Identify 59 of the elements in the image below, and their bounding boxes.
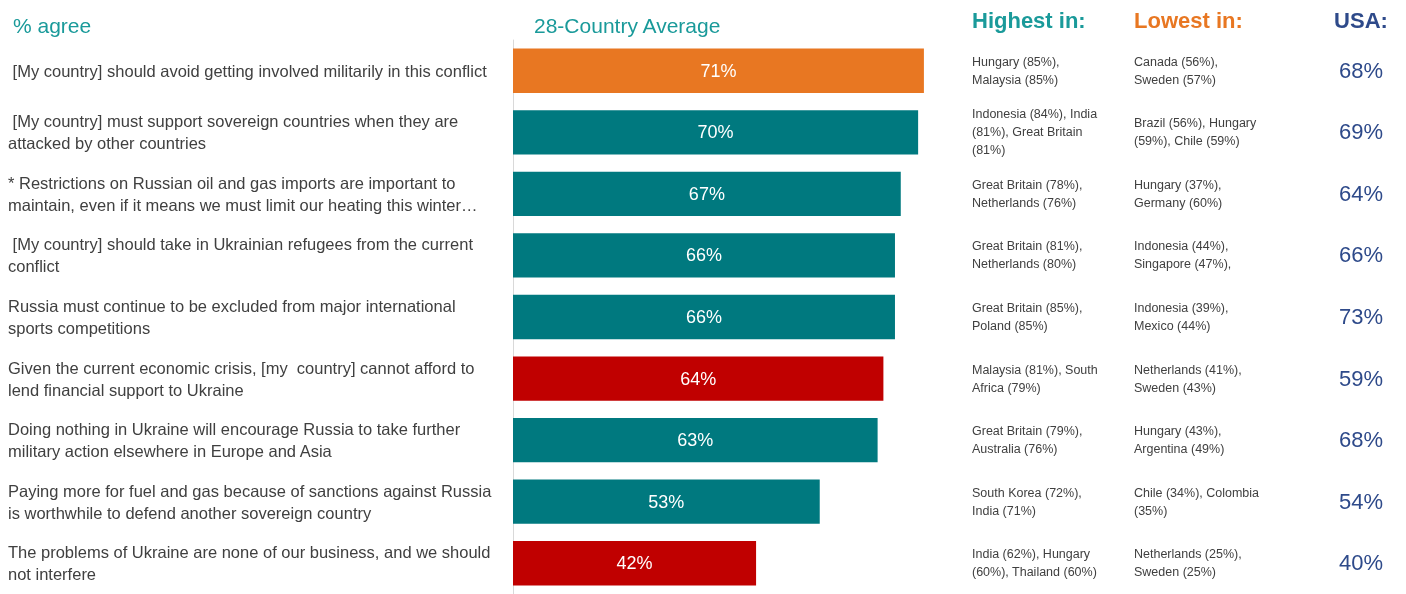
data-label: 67% [688,183,725,204]
text: 54% [1338,488,1384,515]
bar [513,171,901,217]
y-tick-label: Doing nothing in Ukraine will encourage Russia to take further military action elsewhere in Europe and Asia [8,420,465,461]
text: Indonesia (84%), India (81%), Great Britain (81%) [972,106,1099,160]
chart-title: 28-Country Average [534,14,721,37]
data-label: 42% [616,553,653,574]
text: 66% [1338,242,1384,269]
text: Highest in: [972,8,1087,34]
text: Hungary (37%), Germany (60%) [1134,176,1224,212]
y-tick-label: [My country] should take in Ukrainian refugees from the current conflict [8,235,478,276]
text: Indonesia (44%), Singapore (47%), [1134,238,1233,274]
data-label: 71% [700,60,737,81]
y-tick-label: * Restrictions on Russian oil and gas imports are important to maintain, even if it means we must limit our heating this winter… [8,173,478,214]
y-tick-label: Given the current economic crisis, [my country] cannot afford to lend financial support to Ukraine [8,358,480,399]
bar [513,233,895,278]
y-tick-label: Paying more for fuel and gas because of sanctions against Russia is worthwhile to defend another sovereign country [8,481,496,522]
text: Netherlands (25%), Sweden (25%) [1134,546,1243,582]
text: Canada (56%), Sweden (57%) [1134,53,1220,89]
text: USA: [1333,8,1389,34]
text: Brazil (56%), Hungary (59%), Chile (59%) [1134,115,1258,151]
data-label: 70% [697,122,734,143]
text: Malaysia (81%), South Africa (79%) [972,361,1099,397]
text: 59% [1338,365,1384,392]
text: Chile (34%), Colombia (35%) [1134,484,1261,520]
text: 40% [1338,550,1384,577]
data-label: 53% [648,491,685,512]
bar [513,294,895,340]
y-tick-label: The problems of Ukraine are none of our business, and we should not interfere [8,543,496,584]
text: Netherlands (41%), Sweden (43%) [1134,361,1243,397]
y-tick-label: Russia must continue to be excluded from major international sports competitions [8,297,461,337]
text: 64% [1338,180,1384,207]
text: Great Britain (85%), Poland (85%) [972,300,1084,335]
text: 68% [1338,427,1384,454]
text: Hungary (85%), Malaysia (85%) [972,53,1061,89]
text: 69% [1338,119,1384,146]
bar [513,541,757,586]
text: 73% [1338,303,1384,330]
bar [513,48,924,93]
bar [513,479,820,524]
data-label: 66% [685,245,722,266]
text: 68% [1338,57,1384,84]
text: South Korea (72%), India (71%) [972,484,1083,520]
y-tick-label: [My country] must support sovereign countries when they are attacked by other countries [8,112,463,153]
text: Hungary (43%), Argentina (49%) [1134,423,1226,459]
y-tick-label: [My country] should avoid getting involved militarily in this conflict [8,61,488,80]
data-label: 66% [685,307,722,327]
text: Lowest in: [1134,8,1244,34]
text: Great Britain (78%), Netherlands (76%) [972,176,1084,212]
y-axis-title: % agree [13,14,92,37]
bar [513,110,919,155]
data-label: 64% [680,368,717,389]
bar [513,356,884,401]
text: Indonesia (39%), Mexico (44%) [1134,300,1230,335]
text: Great Britain (79%), Australia (76%) [972,423,1084,459]
text: Great Britain (81%), Netherlands (80%) [972,238,1084,274]
bar [513,417,878,463]
text: India (62%), Hungary (60%), Thailand (60%) [972,546,1098,582]
data-label: 63% [677,430,714,451]
